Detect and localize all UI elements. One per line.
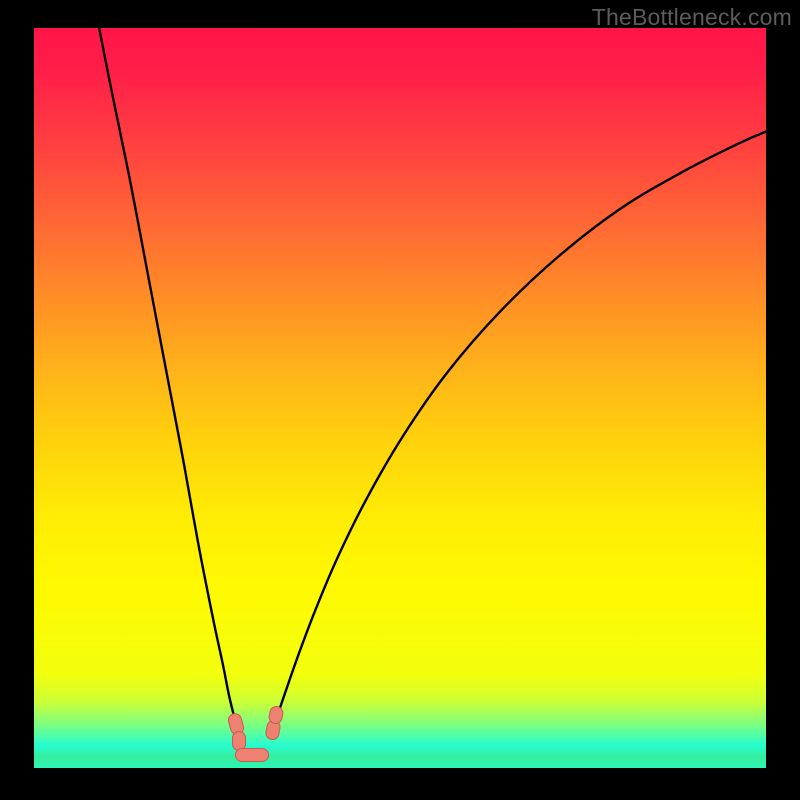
- right-curve: [274, 130, 770, 727]
- curves-svg: [34, 28, 766, 768]
- watermark-text: TheBottleneck.com: [592, 4, 792, 31]
- plot-area: [34, 28, 766, 768]
- curve-marker: [235, 748, 269, 762]
- left-curve: [96, 13, 236, 723]
- chart-container: TheBottleneck.com: [0, 0, 800, 800]
